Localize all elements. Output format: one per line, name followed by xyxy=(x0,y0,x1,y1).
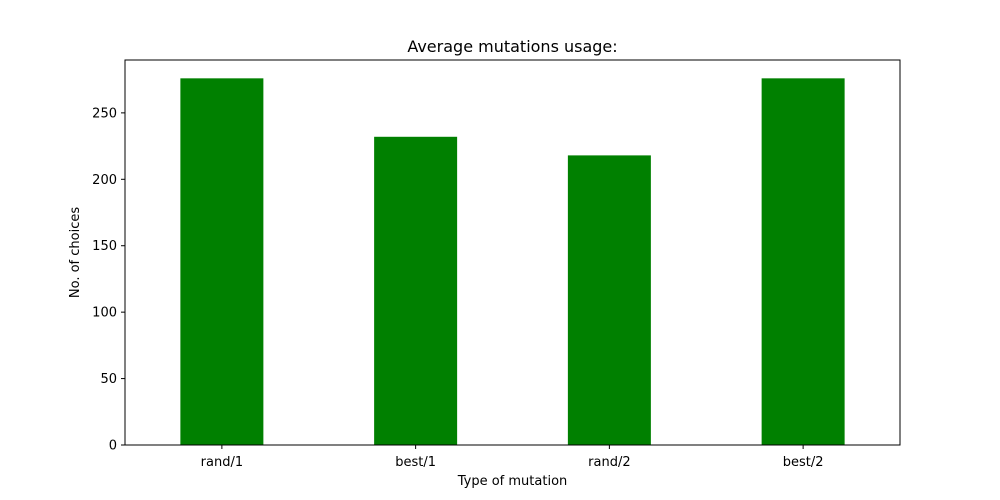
x-tick-label: best/1 xyxy=(395,455,436,470)
bar-best-1 xyxy=(374,136,458,445)
bars-group xyxy=(180,78,845,445)
bar-best-2 xyxy=(761,78,845,445)
x-axis-ticks: rand/1 best/1 rand/2 best/2 xyxy=(201,445,824,470)
bar-rand-1 xyxy=(180,78,264,445)
x-tick-label: rand/1 xyxy=(201,455,243,470)
bar-rand-2 xyxy=(567,155,651,445)
y-axis-ticks: 0 50 100 150 200 250 xyxy=(92,106,125,454)
x-tick-label: best/2 xyxy=(783,455,824,470)
y-axis-label: No. of choices xyxy=(68,207,83,298)
x-tick-label: rand/2 xyxy=(588,455,630,470)
y-tick-label: 0 xyxy=(109,439,117,454)
y-tick-label: 250 xyxy=(92,106,117,121)
plot-frame xyxy=(124,59,901,446)
y-tick-label: 50 xyxy=(100,372,117,387)
y-tick-label: 100 xyxy=(92,306,117,321)
x-axis-label: Type of mutation xyxy=(457,474,568,489)
y-tick-label: 150 xyxy=(92,239,117,254)
y-tick-label: 200 xyxy=(92,173,117,188)
chart-title: Average mutations usage: xyxy=(407,37,617,56)
